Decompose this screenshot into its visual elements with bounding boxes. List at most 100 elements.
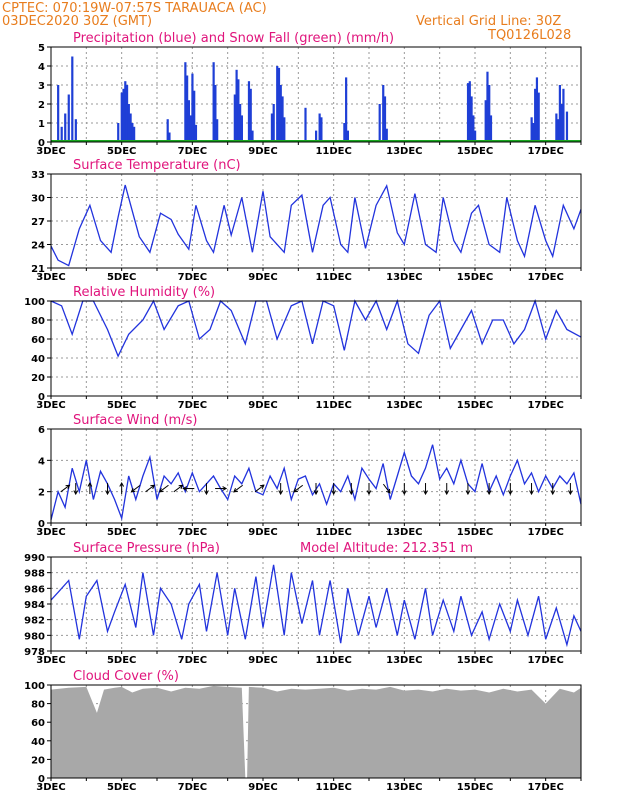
x-tick-label: 13DEC (386, 655, 422, 666)
y-tick-label: 2 (38, 488, 45, 499)
wind-arrow-head (259, 484, 265, 490)
precip-bar (558, 85, 561, 142)
y-tick-label: 988 (24, 569, 45, 580)
wind-arrow-head (119, 481, 125, 487)
precip-bar (64, 113, 67, 142)
y-tick-label: 4 (38, 62, 45, 73)
x-tick-label: 13DEC (386, 400, 422, 411)
wind-arrow (293, 484, 304, 493)
wind-arrow-head (222, 486, 228, 491)
precip-bar (489, 115, 493, 142)
x-tick-label: 3DEC (36, 655, 65, 666)
y-tick-label: 100 (24, 681, 45, 692)
x-tick-label: 3DEC (36, 527, 65, 538)
precip-bar (560, 104, 563, 142)
y-tick-label: 33 (31, 170, 45, 181)
precip-bar (346, 130, 349, 142)
pressure-title: Surface Pressure (hPa) (73, 541, 220, 556)
precip-bar (470, 96, 473, 142)
wind-arrow-head (366, 490, 372, 496)
precip-bar (468, 81, 471, 142)
wind-arrow-head (278, 490, 284, 496)
grid-note: Vertical Grid Line: 30Z (416, 14, 561, 29)
wind-arrow-head (204, 490, 209, 496)
wind-arrow-head (73, 490, 79, 496)
wind-arrow-head (182, 486, 188, 491)
x-tick-label: 7DEC (178, 146, 207, 157)
x-tick-label: 7DEC (178, 527, 207, 538)
x-tick-label: 3DEC (36, 400, 65, 411)
wind-arrow (278, 483, 284, 496)
wind-arrow-shaft (131, 484, 141, 493)
precip-bar (320, 117, 323, 142)
y-tick-label: 3 (38, 81, 45, 92)
y-tick-label: 30 (31, 194, 45, 205)
panel-frame (50, 428, 582, 524)
x-tick-label: 5DEC (107, 527, 136, 538)
y-tick-label: 100 (24, 297, 45, 308)
precip-bar (74, 119, 77, 142)
x-tick-label: 17DEC (527, 400, 563, 411)
wind-arrow-head (550, 490, 556, 496)
wind-arrow (87, 481, 93, 495)
x-tick-label: 17DEC (527, 655, 563, 666)
y-tick-label: 60 (31, 718, 45, 729)
wind-arrow (173, 484, 184, 493)
precip-bar (279, 85, 282, 142)
y-tick-label: 20 (31, 755, 45, 766)
wind-arrow (568, 483, 573, 496)
precip-bar (251, 130, 254, 142)
wind-arrow-head (313, 490, 319, 496)
y-tick-label: 80 (31, 700, 45, 711)
precip-bar (535, 77, 539, 142)
wind-arrow-head (233, 487, 238, 493)
y-tick-label: 40 (31, 737, 45, 748)
wind-arrow-head (507, 490, 513, 496)
precip-bar (385, 128, 388, 142)
x-tick-label: 13DEC (386, 527, 422, 538)
precip-bar (270, 113, 274, 142)
model-altitude-label: Model Altitude: 212.351 m (300, 541, 473, 556)
precip-bar (193, 90, 196, 142)
panel-temp: 21 24 27 30 33 3DEC 5DEC 7DEC 9DEC 11DEC 13DEC 15DE… (31, 158, 582, 283)
wind-arrow-head (331, 490, 337, 496)
x-tick-label: 7DEC (178, 400, 207, 411)
precip-bar (249, 88, 252, 142)
panel-frame (50, 684, 582, 779)
x-tick-label: 3DEC (36, 146, 65, 157)
precip-bar (191, 73, 194, 142)
precip-bar (127, 104, 130, 142)
y-tick-label: 2 (38, 100, 45, 111)
x-tick-label: 17DEC (527, 272, 563, 283)
panel-pressure: 978 980 982 984 986 988 990 3DEC 5DEC 7DEC 9DEC 11D… (24, 541, 582, 666)
cloud-title: Cloud Cover (%) (73, 669, 179, 684)
precip-bar (186, 75, 189, 142)
precip-bar (168, 132, 171, 142)
precip-bar (537, 92, 540, 142)
x-tick-label: 17DEC (527, 782, 563, 793)
wind-arrow-head (486, 490, 492, 496)
wind-arrow (348, 483, 354, 496)
x-tick-label: 15DEC (457, 272, 493, 283)
precip-bar (562, 88, 565, 142)
wind-arrow (130, 484, 141, 493)
rh-line (50, 298, 582, 358)
precip-bar (212, 62, 215, 143)
wind-arrow (145, 484, 156, 493)
x-tick-label: 7DEC (178, 782, 207, 793)
precip-bar (125, 85, 129, 142)
cloud-area (51, 685, 581, 778)
precip-bar (281, 96, 284, 142)
y-tick-label: 27 (31, 217, 45, 228)
wind-arrow-head (150, 484, 156, 490)
wind-arrow (401, 483, 407, 496)
x-tick-label: 15DEC (457, 655, 493, 666)
x-tick-label: 13DEC (386, 782, 422, 793)
y-tick-label: 5 (38, 43, 45, 54)
x-tick-label: 9DEC (248, 272, 277, 283)
precip-bar (383, 96, 387, 142)
wind-arrow (529, 483, 534, 496)
x-tick-label: 13DEC (386, 146, 422, 157)
pressure-line (50, 564, 582, 648)
y-tick-label: 982 (24, 616, 45, 627)
